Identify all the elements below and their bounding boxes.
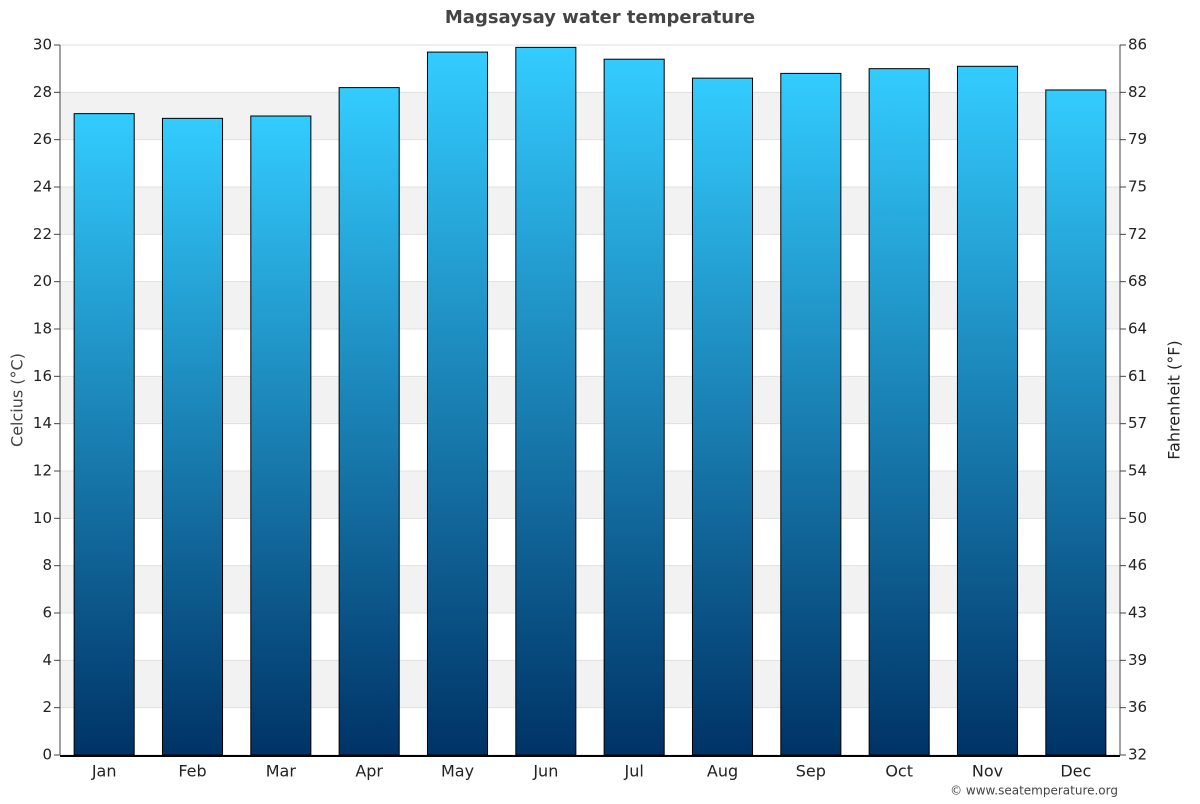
- x-tick-label: Sep: [796, 762, 826, 781]
- y2-tick-label: 68: [1128, 272, 1147, 290]
- source: © www.seatemperature.org: [950, 784, 1118, 798]
- bar: [250, 115, 312, 756]
- grid-band: [60, 92, 1120, 140]
- x-tick-label: Jan: [91, 762, 117, 781]
- bar: [868, 68, 930, 756]
- x-tick-label: Apr: [355, 762, 383, 781]
- y2-tick-label: 82: [1128, 83, 1147, 101]
- bar: [426, 51, 489, 756]
- y-tick-label: 26: [33, 130, 52, 148]
- y-tick-label: 6: [42, 604, 52, 622]
- x-tick-label: Nov: [972, 762, 1003, 781]
- y2-tick-label: 36: [1128, 698, 1147, 716]
- x-tick-label: Aug: [707, 762, 738, 781]
- bar: [515, 46, 577, 756]
- x-tick-label: Feb: [178, 762, 206, 781]
- x-tick-label: Mar: [266, 762, 297, 781]
- grid-band: [60, 565, 1120, 613]
- bar: [691, 77, 754, 756]
- grid-band: [60, 376, 1120, 424]
- y2-axis-label: Fahrenheit (°F): [1165, 340, 1184, 459]
- y-tick-label: 18: [33, 320, 52, 338]
- y2-tick-label: 46: [1128, 556, 1147, 574]
- x-tick-label: May: [441, 762, 474, 781]
- y-tick-label: 28: [33, 83, 52, 101]
- y2-tick-label: 32: [1128, 746, 1147, 764]
- bar: [603, 58, 665, 756]
- y2-tick-label: 54: [1128, 462, 1147, 480]
- grid-band: [60, 187, 1120, 235]
- y2-tick-label: 61: [1128, 367, 1147, 385]
- y-tick-label: 22: [33, 225, 52, 243]
- y-tick-label: 8: [42, 556, 52, 574]
- y2-tick-label: 86: [1128, 36, 1147, 54]
- y2-tick-label: 50: [1128, 509, 1147, 527]
- y2-tick-label: 75: [1128, 178, 1147, 196]
- bar: [956, 65, 1019, 756]
- grid-band: [60, 471, 1120, 519]
- y2-tick-label: 43: [1128, 604, 1147, 622]
- chart-title: Magsaysay water temperature: [445, 7, 755, 28]
- x-tick-label: Jul: [624, 762, 644, 781]
- bar: [73, 113, 135, 756]
- y-tick-label: 2: [42, 698, 52, 716]
- bar: [1045, 89, 1107, 756]
- grid-band: [60, 281, 1120, 329]
- y-tick-label: 10: [33, 509, 52, 527]
- y2-tick-label: 64: [1128, 320, 1147, 338]
- y-tick-label: 30: [33, 36, 52, 54]
- y-tick-label: 20: [33, 272, 52, 290]
- x-tick-label: Jun: [532, 762, 558, 781]
- y2-tick-label: 39: [1128, 651, 1147, 669]
- y-tick-label: 12: [33, 462, 52, 480]
- y2-tick-label: 72: [1128, 225, 1147, 243]
- x-tick-label: Oct: [885, 762, 913, 781]
- y2-tick-label: 79: [1128, 130, 1147, 148]
- y-tick-label: 0: [42, 746, 52, 764]
- grid-band: [60, 660, 1120, 708]
- y-tick-label: 4: [42, 651, 52, 669]
- bar: [780, 72, 842, 756]
- y-axis-label: Celcius (°C): [8, 353, 27, 447]
- y-tick-label: 14: [33, 414, 52, 432]
- bar: [338, 87, 400, 756]
- y-tick-label: 16: [33, 367, 52, 385]
- y2-tick-label: 57: [1128, 414, 1147, 432]
- bar: [161, 117, 224, 756]
- x-tick-label: Dec: [1060, 762, 1091, 781]
- y-tick-label: 24: [33, 178, 52, 196]
